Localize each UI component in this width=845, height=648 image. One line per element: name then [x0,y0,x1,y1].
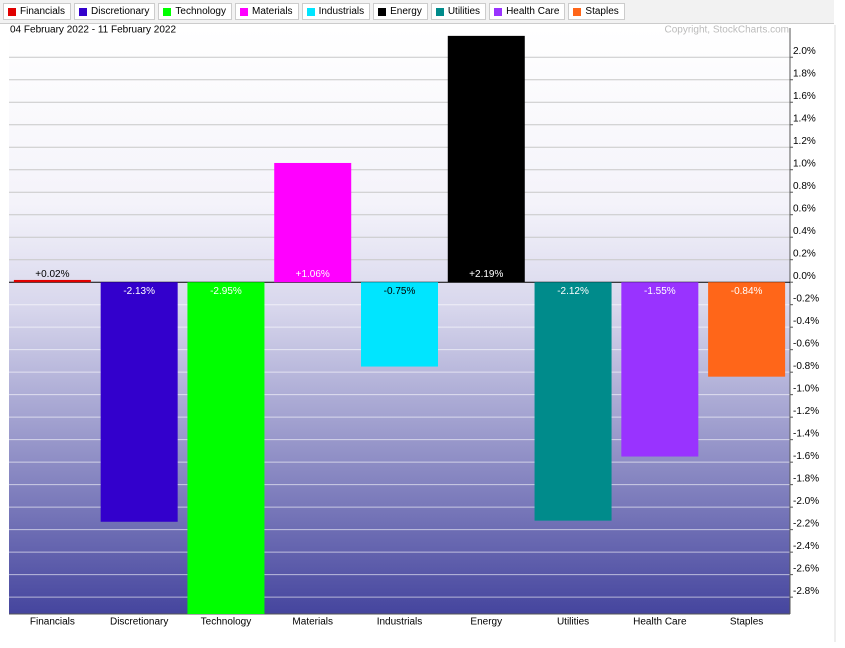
legend-swatch [163,7,172,16]
legend-item: Staples [568,3,625,20]
legend-item: Energy [373,3,428,20]
y-tick-label: 1.2% [793,136,816,147]
y-tick-label: 0.8% [793,181,816,192]
legend-swatch [239,7,248,16]
value-label: -1.55% [644,286,676,297]
copyright: Copyright, StockCharts.com [665,25,790,36]
legend-label: Utilities [447,6,481,17]
value-label: +0.02% [35,269,69,280]
legend-swatch [8,7,16,16]
x-tick-label: Health Care [633,617,687,628]
legend-swatch [79,7,88,16]
legend-item: Materials [234,3,299,20]
y-tick-label: 1.4% [793,113,816,124]
x-tick-label: Utilities [557,617,589,628]
x-tick-label: Staples [730,617,763,628]
bar [274,162,352,283]
value-label: -0.84% [731,286,763,297]
y-tick-label: -2.8% [793,586,819,597]
value-label: -2.13% [123,286,155,297]
chart-title: 04 February 2022 - 11 February 2022 [10,25,176,36]
y-tick-label: -2.4% [793,541,819,552]
value-label: -2.12% [557,286,589,297]
y-tick-label: -1.6% [793,451,819,462]
legend-label: Discretionary [91,6,150,17]
legend-label: Industrials [318,6,365,17]
legend-item: Financials [3,3,72,20]
y-tick-label: -0.2% [793,293,819,304]
y-tick-label: -1.8% [793,473,819,484]
y-tick-label: -2.2% [793,518,819,529]
y-tick-label: -0.8% [793,361,819,372]
y-tick-label: -2.6% [793,563,819,574]
y-tick-label: -0.6% [793,338,819,349]
bar [621,282,699,457]
y-tick-label: 0.4% [793,226,816,237]
legend-swatch [494,7,503,16]
x-tick-label: Technology [201,617,252,628]
value-label: -2.95% [210,286,242,297]
legend-item: Health Care [489,3,566,20]
y-tick-label: 1.0% [793,158,816,169]
y-tick-label: 0.2% [793,248,816,259]
x-tick-label: Discretionary [110,617,168,628]
y-tick-label: -1.0% [793,383,819,394]
x-tick-label: Industrials [377,617,423,628]
y-tick-label: 0.6% [793,203,816,214]
bar [361,282,438,367]
legend-label: Staples [585,6,619,17]
y-tick-label: -1.4% [793,428,819,439]
y-tick-label: 2.0% [793,46,816,57]
y-tick-label: 1.6% [793,91,816,102]
y-tick-label: 0.0% [793,271,816,282]
bar [187,282,265,614]
x-tick-label: Materials [292,617,333,628]
bar [534,282,612,521]
x-tick-label: Financials [30,617,75,628]
y-tick-label: -1.2% [793,406,819,417]
legend-label: Technology [175,6,226,17]
bar [708,282,786,377]
legend-label: Financials [20,6,66,17]
legend-item: Technology [158,3,232,20]
y-tick-label: -2.0% [793,496,819,507]
legend-label: Materials [251,6,293,17]
value-label: +2.19% [469,269,503,280]
legend-swatch [573,7,582,16]
legend-swatch [378,7,387,16]
legend-item: Industrials [301,3,371,20]
legend: Financials Discretionary Technology Materia… [0,0,834,24]
legend-label: Energy [390,6,422,17]
legend-label: Health Care [506,6,560,17]
value-label: -0.75% [384,286,416,297]
bar [13,279,91,283]
legend-swatch [435,7,444,16]
y-tick-label: 1.8% [793,68,816,79]
x-tick-label: Energy [470,617,502,628]
legend-item: Discretionary [74,3,156,20]
legend-swatch [306,7,315,16]
value-label: +1.06% [296,269,330,280]
legend-item: Utilities [430,3,487,20]
y-tick-label: -0.4% [793,316,819,327]
bar [100,282,178,522]
bar [447,35,525,283]
